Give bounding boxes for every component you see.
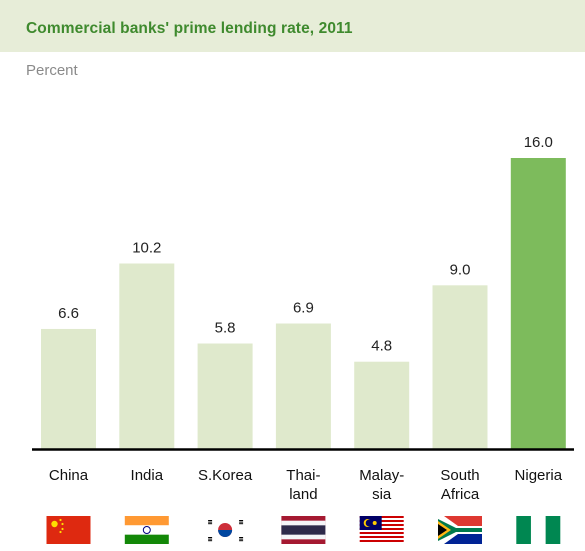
thailand-flag-icon bbox=[281, 516, 326, 544]
category-label: S.Korea bbox=[198, 467, 253, 484]
china-flag-icon bbox=[46, 516, 91, 544]
category-label: South bbox=[440, 467, 479, 484]
india-flag-icon bbox=[124, 516, 169, 544]
category-label: Malay- bbox=[359, 467, 404, 484]
title-bar: Commercial banks' prime lending rate, 20… bbox=[0, 0, 585, 52]
malaysia-flag-icon bbox=[359, 516, 404, 544]
category-label: Thai- bbox=[286, 467, 320, 484]
bar bbox=[354, 361, 410, 449]
bar bbox=[119, 263, 175, 449]
south-korea-flag-icon bbox=[203, 516, 248, 544]
category-label: sia bbox=[372, 486, 392, 503]
bar bbox=[197, 343, 253, 449]
bar bbox=[41, 328, 96, 449]
data-label: 16.0 bbox=[524, 134, 553, 151]
category-label: Africa bbox=[441, 486, 480, 503]
unit-label: Percent bbox=[26, 62, 78, 79]
data-label: 4.8 bbox=[371, 338, 392, 355]
category-label: India bbox=[131, 467, 164, 484]
nigeria-flag-icon bbox=[516, 516, 561, 544]
category-label: land bbox=[289, 486, 317, 503]
data-label: 6.6 bbox=[58, 305, 79, 322]
data-label: 6.9 bbox=[293, 300, 314, 317]
bar bbox=[510, 158, 566, 449]
bar bbox=[275, 323, 331, 449]
bar bbox=[432, 285, 488, 449]
data-label: 9.0 bbox=[450, 261, 471, 278]
category-label: Nigeria bbox=[515, 467, 563, 484]
south-africa-flag-icon bbox=[438, 516, 482, 544]
category-label: China bbox=[49, 467, 89, 484]
data-label: 5.8 bbox=[215, 320, 236, 337]
chart-title: Commercial banks' prime lending rate, 20… bbox=[26, 20, 353, 37]
data-label: 10.2 bbox=[132, 239, 161, 256]
